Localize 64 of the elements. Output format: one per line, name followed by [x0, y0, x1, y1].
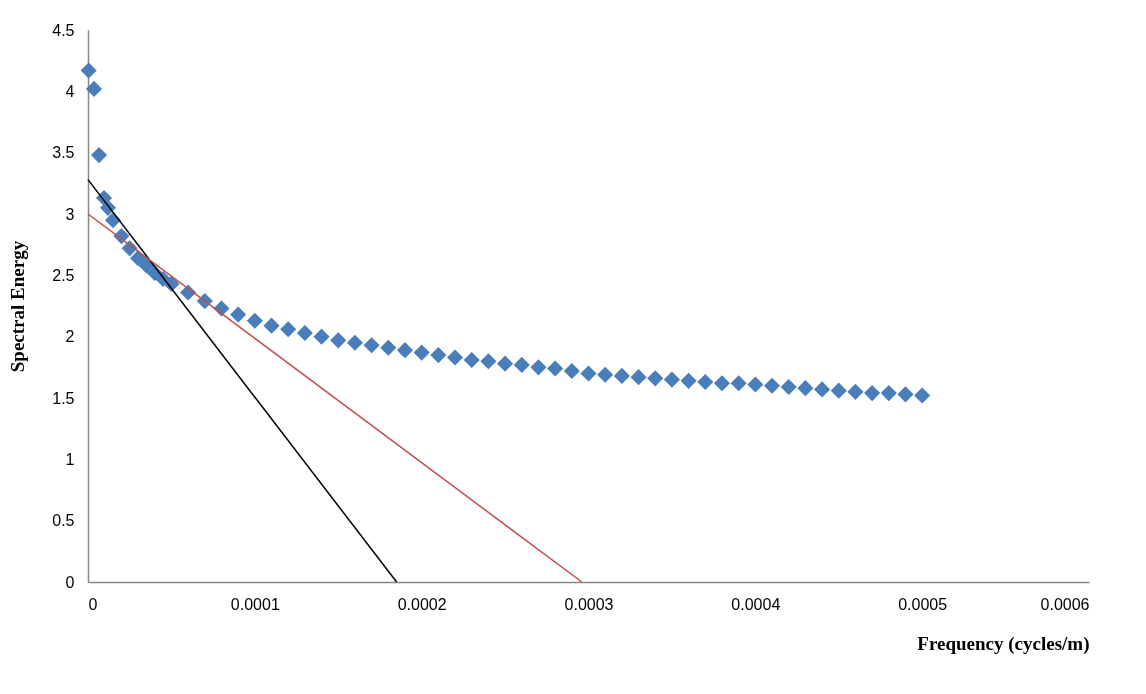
- y-tick-label: 4: [65, 82, 75, 100]
- y-tick-label: 0: [65, 573, 75, 591]
- x-tick-label: 0: [88, 595, 98, 613]
- point: [280, 321, 297, 338]
- point: [380, 339, 397, 356]
- point: [763, 377, 781, 394]
- y-tick-label: 1: [65, 450, 75, 468]
- point: [463, 351, 480, 369]
- point: [480, 353, 497, 370]
- point: [630, 369, 647, 386]
- x-tick-label: 0.0004: [731, 595, 781, 613]
- point: [513, 356, 530, 373]
- point: [530, 359, 547, 376]
- point: [780, 378, 797, 396]
- point: [847, 383, 864, 400]
- point: [446, 349, 464, 366]
- point: [613, 367, 630, 384]
- point: [563, 362, 580, 380]
- point: [713, 375, 731, 392]
- x-tick-label: 0.0006: [1040, 595, 1090, 613]
- y-tick-label: 0.5: [52, 512, 75, 530]
- point: [230, 306, 247, 323]
- point: [346, 334, 363, 351]
- x-tick-label: 0.0001: [230, 595, 280, 613]
- point: [313, 328, 330, 345]
- point: [797, 380, 814, 397]
- point: [330, 332, 347, 349]
- point: [363, 337, 380, 354]
- point: [396, 342, 414, 359]
- point: [830, 382, 847, 399]
- point: [597, 366, 614, 383]
- point: [85, 80, 103, 97]
- point: [897, 386, 914, 403]
- point: [246, 312, 263, 329]
- y-tick-label: 4.5: [52, 21, 75, 39]
- x-axis-title: Frequency (cycles/m): [917, 632, 1090, 655]
- y-tick-label: 2.5: [52, 266, 75, 284]
- y-tick-label: 1.5: [52, 389, 75, 407]
- point: [697, 373, 714, 391]
- x-tick-label: 0.0005: [898, 595, 948, 613]
- y-axis-title: Spectral Energy: [7, 240, 29, 373]
- point: [580, 365, 597, 382]
- point: [263, 317, 280, 334]
- point: [747, 376, 764, 393]
- point: [497, 355, 514, 372]
- point: [413, 344, 430, 361]
- point: [647, 370, 664, 387]
- x-tick-label: 0.0002: [397, 595, 447, 613]
- point: [547, 360, 564, 377]
- point: [296, 324, 313, 342]
- y-tick-label: 3: [65, 205, 75, 223]
- point: [914, 387, 931, 404]
- y-tick-label: 2: [65, 328, 75, 346]
- x-tick-label: 0.0003: [564, 595, 614, 613]
- point: [680, 372, 697, 389]
- point: [864, 385, 881, 402]
- point: [880, 385, 897, 402]
- point: [430, 347, 447, 364]
- point: [90, 147, 108, 164]
- point: [80, 62, 97, 79]
- point: [730, 375, 747, 392]
- y-tick-label: 3.5: [52, 144, 75, 162]
- point: [663, 371, 680, 388]
- point: [814, 381, 831, 398]
